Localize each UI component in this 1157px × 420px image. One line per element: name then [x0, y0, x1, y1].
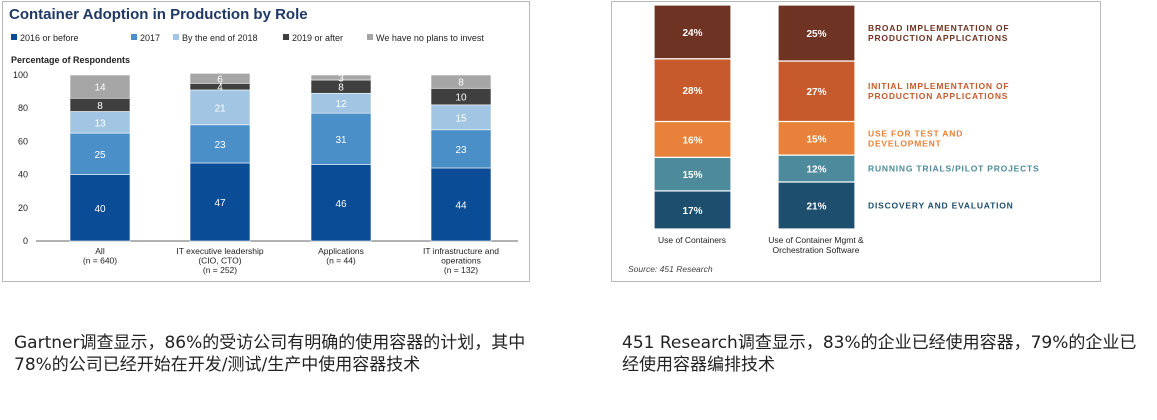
- y-tick-label: 40: [18, 170, 28, 180]
- x-category-label: (n = 44): [326, 256, 356, 266]
- data-label: 14: [94, 83, 106, 94]
- legend-label: By the end of 2018: [182, 33, 258, 43]
- bar-segment: [69, 74, 131, 99]
- gartner-caption: Gartner调查显示，86%的受访公司有明确的使用容器的计划，其中78%的公司…: [14, 333, 526, 375]
- y-tick-label: 0: [23, 236, 28, 246]
- x-category-label: (n = 640): [83, 256, 117, 266]
- bar-segment: [430, 167, 492, 242]
- source-note: Source: 451 Research: [628, 264, 713, 274]
- data-label: 12%: [806, 165, 826, 176]
- x-category-label: IT executive leadership: [176, 246, 264, 256]
- x-category-label: (n = 132): [444, 265, 478, 275]
- bar-segment: [69, 132, 131, 175]
- data-label: 27%: [806, 87, 826, 98]
- legend-label: 2017: [140, 33, 160, 43]
- y-tick-label: 80: [18, 103, 28, 113]
- legend-swatch: [131, 34, 137, 40]
- bar-segment: [69, 174, 131, 242]
- data-label: 23: [455, 145, 467, 156]
- x-category-label: (n = 252): [203, 265, 237, 275]
- data-label: 25%: [806, 29, 826, 40]
- chart-title: Container Adoption in Production by Role: [9, 6, 308, 23]
- data-label: 25: [94, 150, 106, 161]
- gartner-stacked-bar-chart: Container Adoption in Production by Role…: [9, 6, 518, 275]
- bar-segment: [430, 74, 492, 89]
- data-label: 15: [455, 113, 467, 124]
- bar-segment: [653, 4, 732, 60]
- data-label: 8: [338, 83, 344, 94]
- series-label: PRODUCTION APPLICATIONS: [868, 33, 1008, 43]
- legend-swatch: [367, 34, 373, 40]
- x-category-label: Orchestration Software: [773, 245, 860, 255]
- bar-segment: [189, 89, 251, 126]
- data-label: 10: [455, 93, 467, 104]
- legend-label: 2016 or before: [20, 33, 79, 43]
- series-label: DEVELOPMENT: [868, 138, 942, 148]
- data-label: 4: [217, 83, 223, 94]
- legend-label: 2019 or after: [292, 33, 343, 43]
- x-category-label: Use of Containers: [658, 235, 726, 245]
- legend-swatch: [283, 34, 289, 40]
- legend-swatch: [11, 34, 17, 40]
- data-label: 15%: [806, 134, 826, 145]
- bar-segment: [653, 58, 732, 123]
- x-category-label: IT infrastructure and: [423, 246, 499, 256]
- y-tick-label: 100: [13, 70, 28, 80]
- data-label: 17%: [682, 206, 702, 217]
- series-label: USE FOR TEST AND: [868, 128, 963, 138]
- data-label: 28%: [682, 86, 702, 97]
- legend-swatch: [173, 34, 179, 40]
- series-label: BROAD IMPLEMENTATION OF: [868, 23, 1009, 33]
- x-category-label: (CIO, CTO): [198, 256, 241, 266]
- x-category-label: All: [95, 246, 105, 256]
- data-label: 6: [217, 74, 223, 85]
- bar-segment: [777, 120, 856, 156]
- series-label: INITIAL IMPLEMENTATION OF: [868, 81, 1009, 91]
- data-label: 47: [214, 198, 226, 209]
- data-label: 21: [214, 103, 226, 114]
- data-label: 21%: [806, 201, 826, 212]
- data-label: 31: [335, 135, 347, 146]
- bar-segment: [189, 73, 251, 84]
- 451-research-chart-panel: 17% 15% 16% 28% 24% Use of Containers 21% 12% 15…: [611, 1, 1101, 282]
- legend-label: We have no plans to invest: [376, 33, 484, 43]
- bar-segment: [310, 112, 372, 165]
- bar-segment: [430, 104, 492, 131]
- data-label: 40: [94, 204, 106, 215]
- data-label: 15%: [682, 170, 702, 181]
- 451-research-caption: 451 Research调查显示，83%的企业已经使用容器，79%的企业已经使用…: [622, 333, 1137, 375]
- series-label: DISCOVERY AND EVALUATION: [868, 200, 1014, 210]
- y-axis-label: Percentage of Respondents: [11, 55, 130, 65]
- data-label: 46: [335, 199, 347, 210]
- bar-segment: [310, 164, 372, 242]
- bar-segment: [189, 124, 251, 164]
- data-label: 8: [458, 78, 464, 89]
- bar-segment: [777, 154, 856, 183]
- bar-segment: [189, 162, 251, 242]
- data-label: 24%: [682, 28, 702, 39]
- y-tick-label: 20: [18, 203, 28, 213]
- y-tick-label: 60: [18, 136, 28, 146]
- data-label: 8: [97, 101, 103, 112]
- data-label: 16%: [682, 135, 702, 146]
- series-label: PRODUCTION APPLICATIONS: [868, 91, 1008, 101]
- data-label: 3: [338, 73, 344, 84]
- x-category-label: Use of Container Mgmt &: [768, 235, 864, 245]
- bar-segment: [310, 74, 372, 81]
- 451-research-stacked-bar-chart: 17% 15% 16% 28% 24% Use of Containers 21% 12% 15…: [628, 4, 1040, 274]
- gartner-chart-panel: Container Adoption in Production by Role…: [2, 1, 530, 282]
- data-label: 44: [455, 200, 467, 211]
- data-label: 13: [94, 118, 106, 129]
- x-category-label: Applications: [318, 246, 364, 256]
- data-label: 12: [335, 99, 347, 110]
- bar-segment: [653, 190, 732, 230]
- bar-segment: [777, 4, 856, 62]
- series-label: RUNNING TRIALS/PILOT PROJECTS: [868, 164, 1040, 174]
- data-label: 23: [214, 140, 226, 151]
- x-category-label: operations: [441, 256, 481, 266]
- bar-segment: [777, 181, 856, 230]
